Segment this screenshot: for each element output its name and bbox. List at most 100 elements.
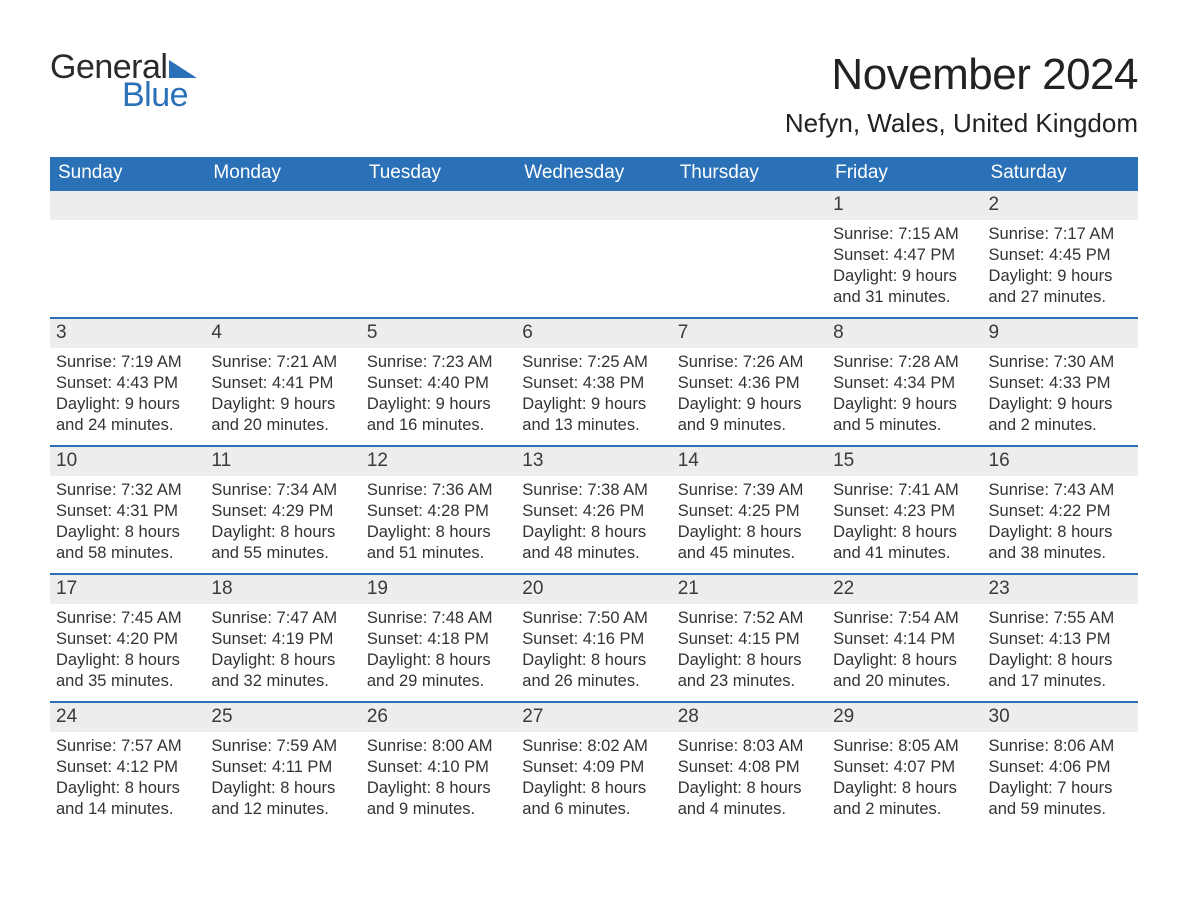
daylight-text-1: Daylight: 9 hours — [367, 394, 510, 415]
weekday-header: Friday — [827, 157, 982, 189]
day-wrap: 15Sunrise: 7:41 AMSunset: 4:23 PMDayligh… — [827, 445, 982, 568]
calendar-cell — [50, 189, 205, 317]
day-number: 30 — [983, 703, 1138, 732]
day-wrap: 27Sunrise: 8:02 AMSunset: 4:09 PMDayligh… — [516, 701, 671, 824]
daylight-text-1: Daylight: 8 hours — [56, 522, 199, 543]
calendar-cell: 15Sunrise: 7:41 AMSunset: 4:23 PMDayligh… — [827, 445, 982, 573]
day-number-empty — [361, 191, 516, 220]
day-body: Sunrise: 8:06 AMSunset: 4:06 PMDaylight:… — [983, 732, 1138, 824]
calendar-cell: 8Sunrise: 7:28 AMSunset: 4:34 PMDaylight… — [827, 317, 982, 445]
calendar-cell: 1Sunrise: 7:15 AMSunset: 4:47 PMDaylight… — [827, 189, 982, 317]
weekday-header: Monday — [205, 157, 360, 189]
calendar-week-row: 3 Sunrise: 7:19 AMSunset: 4:43 PM Daylight… — [50, 317, 1138, 445]
day-number: 3 — [50, 319, 205, 348]
calendar-cell: 25Sunrise: 7:59 AMSunset: 4:11 PMDayligh… — [205, 701, 360, 829]
day-number-empty — [672, 191, 827, 220]
sunrise-text: Sunrise: 7:23 AM — [367, 352, 510, 373]
sunset-text: Sunset: 4:41 PM — [211, 373, 354, 394]
day-number: 12 — [361, 447, 516, 476]
day-wrap: 6Sunrise: 7:25 AMSunset: 4:38 PMDaylight… — [516, 317, 671, 440]
day-number: 16 — [983, 447, 1138, 476]
daylight-text-2: and 27 minutes. — [989, 287, 1132, 308]
header: General Blue November 2024 Nefyn, Wales,… — [50, 50, 1138, 139]
sunset-text: Sunset: 4:06 PM — [989, 757, 1132, 778]
sunset-text: Sunset: 4:43 PM — [56, 373, 199, 394]
day-wrap: 1Sunrise: 7:15 AMSunset: 4:47 PMDaylight… — [827, 189, 982, 312]
daylight-text-1: Daylight: 8 hours — [833, 778, 976, 799]
location: Nefyn, Wales, United Kingdom — [785, 108, 1138, 139]
weekday-header: Tuesday — [361, 157, 516, 189]
day-body: Sunrise: 7:17 AMSunset: 4:45 PMDaylight:… — [983, 220, 1138, 312]
day-body: Sunrise: 7:50 AMSunset: 4:16 PMDaylight:… — [516, 604, 671, 696]
day-wrap: 21Sunrise: 7:52 AMSunset: 4:15 PMDayligh… — [672, 573, 827, 696]
day-body: Sunrise: 7:45 AMSunset: 4:20 PMDaylight:… — [50, 604, 205, 696]
sunset-text: Sunset: 4:34 PM — [833, 373, 976, 394]
daylight-text-2: and 26 minutes. — [522, 671, 665, 692]
daylight-text-1: Daylight: 8 hours — [522, 650, 665, 671]
sunset-text: Sunset: 4:16 PM — [522, 629, 665, 650]
day-body: Sunrise: 7:36 AMSunset: 4:28 PMDaylight:… — [361, 476, 516, 568]
sunrise-text: Sunrise: 7:54 AM — [833, 608, 976, 629]
sunset-text: Sunset: 4:13 PM — [989, 629, 1132, 650]
calendar-cell: 16Sunrise: 7:43 AMSunset: 4:22 PMDayligh… — [983, 445, 1138, 573]
daylight-text-2: and 2 minutes. — [989, 415, 1132, 436]
day-number: 9 — [983, 319, 1138, 348]
sunrise-text: Sunrise: 7:30 AM — [989, 352, 1132, 373]
day-body: Sunrise: 7:55 AMSunset: 4:13 PMDaylight:… — [983, 604, 1138, 696]
day-body: Sunrise: 7:54 AMSunset: 4:14 PMDaylight:… — [827, 604, 982, 696]
day-body: Sunrise: 7:57 AMSunset: 4:12 PMDaylight:… — [50, 732, 205, 824]
daylight-text-1: Daylight: 9 hours — [989, 266, 1132, 287]
sunset-text: Sunset: 4:14 PM — [833, 629, 976, 650]
daylight-text-2: and 32 minutes. — [211, 671, 354, 692]
day-number: 2 — [983, 191, 1138, 220]
daylight-text-1: Daylight: 8 hours — [678, 778, 821, 799]
day-body: Sunrise: 8:03 AMSunset: 4:08 PMDaylight:… — [672, 732, 827, 824]
daylight-text-1: Daylight: 8 hours — [989, 650, 1132, 671]
daylight-text-1: Daylight: 8 hours — [367, 778, 510, 799]
calendar-cell — [205, 189, 360, 317]
day-body: Sunrise: 7:48 AMSunset: 4:18 PMDaylight:… — [361, 604, 516, 696]
daylight-text-2: and 55 minutes. — [211, 543, 354, 564]
daylight-text-2: and 59 minutes. — [989, 799, 1132, 820]
daylight-text-1: Daylight: 9 hours — [211, 394, 354, 415]
day-wrap: 3Sunrise: 7:19 AMSunset: 4:43 PMDaylight… — [50, 317, 205, 440]
daylight-text-1: Daylight: 7 hours — [989, 778, 1132, 799]
day-wrap: 24Sunrise: 7:57 AMSunset: 4:12 PMDayligh… — [50, 701, 205, 824]
daylight-text-2: and 2 minutes. — [833, 799, 976, 820]
daylight-text-1: Daylight: 8 hours — [56, 650, 199, 671]
day-body: Sunrise: 7:39 AMSunset: 4:25 PMDaylight:… — [672, 476, 827, 568]
daylight-text-1: Daylight: 8 hours — [678, 650, 821, 671]
weekday-header: Saturday — [983, 157, 1138, 189]
sunrise-text: Sunrise: 7:28 AM — [833, 352, 976, 373]
sunrise-text: Sunrise: 7:19 AM — [56, 352, 199, 373]
calendar-cell — [361, 189, 516, 317]
sunrise-text: Sunrise: 7:25 AM — [522, 352, 665, 373]
daylight-text-2: and 6 minutes. — [522, 799, 665, 820]
day-body: Sunrise: 7:59 AMSunset: 4:11 PMDaylight:… — [205, 732, 360, 824]
calendar-cell: 3Sunrise: 7:19 AMSunset: 4:43 PMDaylight… — [50, 317, 205, 445]
daylight-text-1: Daylight: 9 hours — [833, 394, 976, 415]
calendar-cell: 5Sunrise: 7:23 AMSunset: 4:40 PMDaylight… — [361, 317, 516, 445]
sunset-text: Sunset: 4:22 PM — [989, 501, 1132, 522]
day-wrap: 10Sunrise: 7:32 AMSunset: 4:31 PMDayligh… — [50, 445, 205, 568]
weekday-header: Sunday — [50, 157, 205, 189]
page: General Blue November 2024 Nefyn, Wales,… — [0, 0, 1188, 869]
sunset-text: Sunset: 4:11 PM — [211, 757, 354, 778]
day-number: 25 — [205, 703, 360, 732]
daylight-text-1: Daylight: 8 hours — [833, 650, 976, 671]
calendar-cell: 17Sunrise: 7:45 AMSunset: 4:20 PMDayligh… — [50, 573, 205, 701]
daylight-text-1: Daylight: 8 hours — [678, 522, 821, 543]
calendar-cell: 20Sunrise: 7:50 AMSunset: 4:16 PMDayligh… — [516, 573, 671, 701]
sunset-text: Sunset: 4:45 PM — [989, 245, 1132, 266]
calendar-cell: 10Sunrise: 7:32 AMSunset: 4:31 PMDayligh… — [50, 445, 205, 573]
day-number: 27 — [516, 703, 671, 732]
daylight-text-2: and 13 minutes. — [522, 415, 665, 436]
sunset-text: Sunset: 4:20 PM — [56, 629, 199, 650]
day-wrap: 22Sunrise: 7:54 AMSunset: 4:14 PMDayligh… — [827, 573, 982, 696]
calendar-cell — [516, 189, 671, 317]
daylight-text-1: Daylight: 8 hours — [522, 778, 665, 799]
title-block: November 2024 Nefyn, Wales, United Kingd… — [785, 50, 1138, 139]
day-wrap: 7Sunrise: 7:26 AMSunset: 4:36 PMDaylight… — [672, 317, 827, 440]
day-body: Sunrise: 7:23 AMSunset: 4:40 PMDaylight:… — [361, 348, 516, 440]
sunset-text: Sunset: 4:10 PM — [367, 757, 510, 778]
